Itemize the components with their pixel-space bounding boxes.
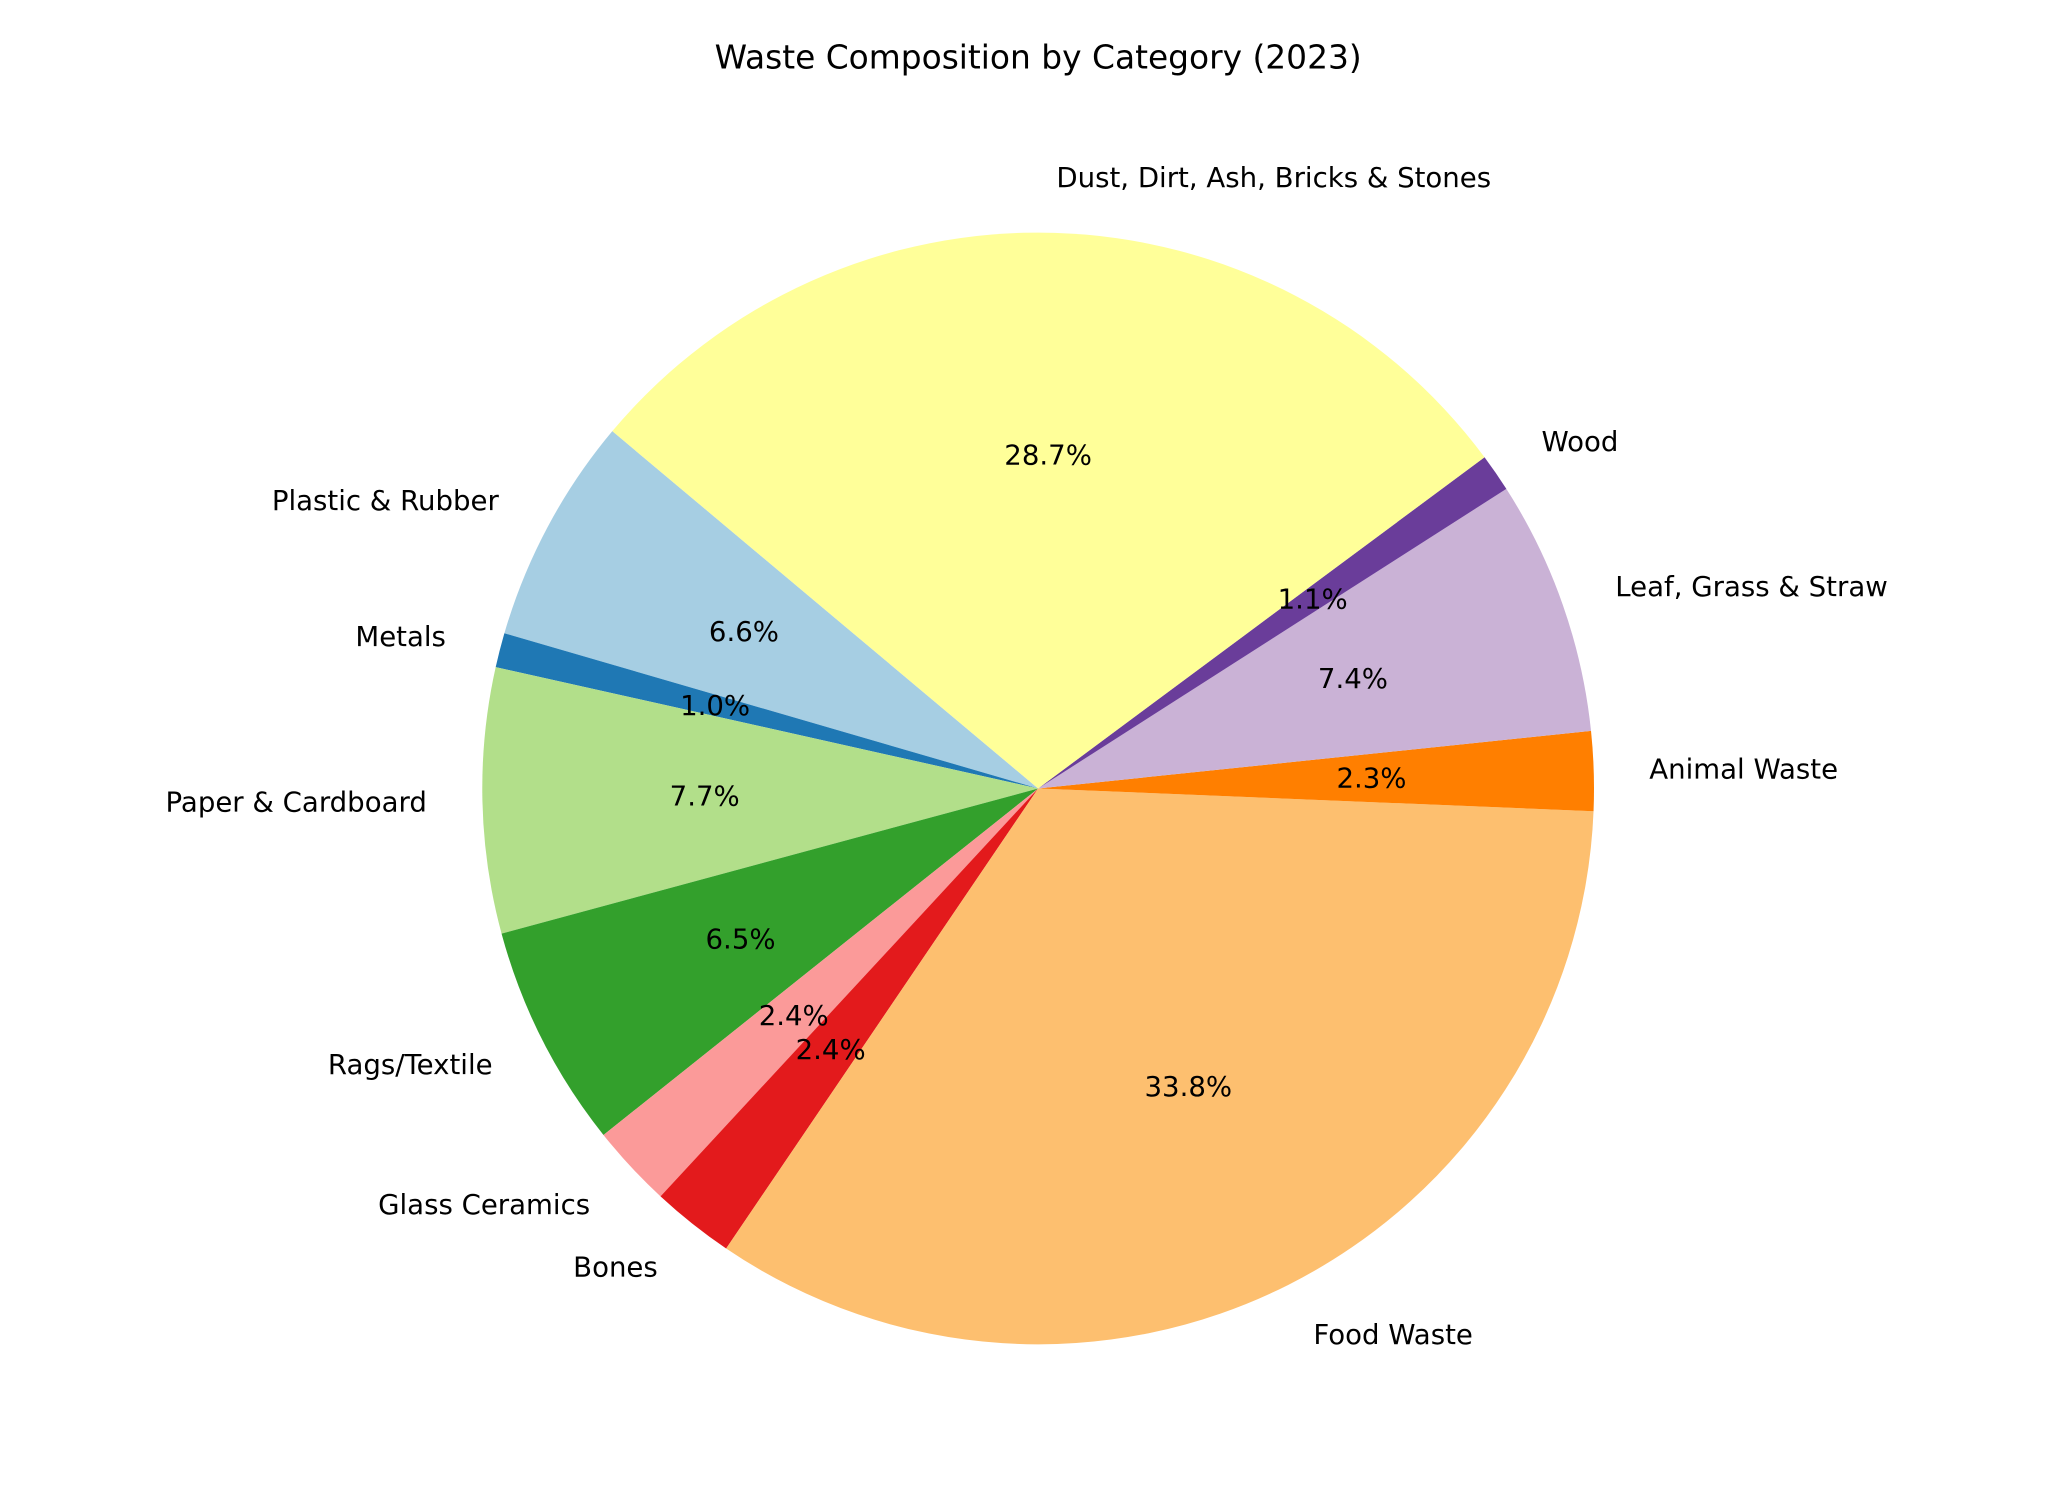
- label-paper-cardboard: Paper & Cardboard: [166, 785, 427, 818]
- slice-wood: [1038, 457, 1507, 789]
- pct-label-rags-textile: 6.5%: [706, 923, 776, 956]
- pct-label-dust-dirt-ash-bricks-stones: 28.7%: [1004, 439, 1092, 472]
- pct-label-animal-waste: 2.3%: [1336, 761, 1406, 794]
- pct-label-leaf-grass-straw: 7.4%: [1318, 662, 1388, 695]
- label-food-waste: Food Waste: [1313, 1318, 1472, 1351]
- label-rags-textile: Rags/Textile: [328, 1048, 493, 1081]
- slices: [482, 232, 1595, 1345]
- pct-label-plastic-rubber: 6.6%: [709, 615, 779, 648]
- label-wood: Wood: [1541, 425, 1618, 458]
- pct-label-wood: 1.1%: [1278, 583, 1348, 616]
- label-plastic-rubber: Plastic & Rubber: [272, 484, 500, 517]
- pct-label-glass-ceramics: 2.4%: [759, 999, 829, 1032]
- labels: Plastic & Rubber Metals Paper & Cardboard R…: [166, 161, 1888, 1351]
- slice-dust-dirt-ash-bricks-stones: [612, 232, 1485, 789]
- label-bones: Bones: [573, 1251, 658, 1284]
- slice-food-waste: [726, 788, 1594, 1345]
- pct-label-paper-cardboard: 7.7%: [670, 779, 740, 812]
- pct-label-bones: 2.4%: [796, 1033, 866, 1066]
- pct-label-food-waste: 33.8%: [1144, 1070, 1232, 1103]
- label-animal-waste: Animal Waste: [1649, 753, 1838, 786]
- label-dust-dirt-ash-bricks-stones: Dust, Dirt, Ash, Bricks & Stones: [1056, 161, 1491, 194]
- label-leaf-grass-straw: Leaf, Grass & Straw: [1615, 570, 1887, 603]
- slice-animal-waste: [1038, 730, 1595, 812]
- chart-title: Waste Composition by Category (2023): [715, 38, 1362, 76]
- slice-glass-ceramics: [603, 788, 1039, 1197]
- label-glass-ceramics: Glass Ceramics: [378, 1188, 590, 1221]
- slice-rags-textile: [501, 788, 1039, 1135]
- label-metals: Metals: [355, 620, 446, 653]
- slice-metals: [495, 633, 1039, 789]
- pct-label-metals: 1.0%: [680, 689, 750, 722]
- slice-leaf-grass-straw: [1038, 488, 1592, 789]
- slice-plastic-rubber: [504, 431, 1039, 789]
- slice-paper-cardboard: [482, 667, 1039, 934]
- slice-bones: [660, 788, 1039, 1249]
